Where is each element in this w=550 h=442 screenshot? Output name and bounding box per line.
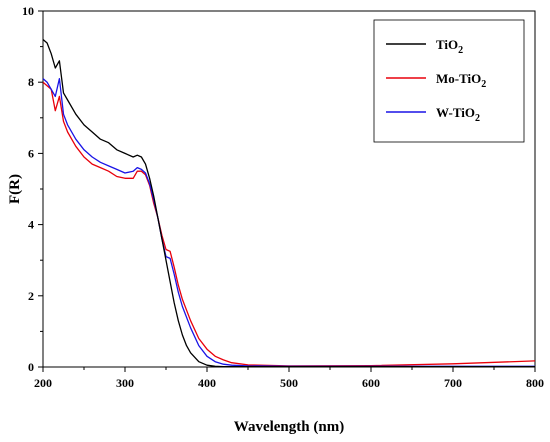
legend-label-subscript: 2 bbox=[458, 45, 463, 56]
x-tick-label: 700 bbox=[444, 376, 462, 390]
legend-label-text: W-TiO bbox=[436, 105, 475, 120]
y-tick-label: 4 bbox=[28, 218, 34, 232]
series-line-1 bbox=[42, 39, 535, 368]
legend-label-subscript: 2 bbox=[481, 79, 486, 90]
x-tick-label: 500 bbox=[280, 376, 298, 390]
series-group bbox=[42, 39, 536, 368]
y-tick-label: 2 bbox=[28, 289, 34, 303]
x-tick-label: 400 bbox=[198, 376, 216, 390]
series-line-3 bbox=[42, 77, 535, 367]
x-axis-title: Wavelength (nm) bbox=[234, 419, 344, 435]
y-tick-label: 10 bbox=[22, 4, 34, 18]
legend-label: TiO2 bbox=[436, 37, 463, 56]
legend-label-text: Mo-TiO bbox=[436, 71, 481, 86]
legend-label-subscript: 2 bbox=[475, 113, 480, 124]
y-tick-label: 6 bbox=[28, 146, 34, 160]
y-tick-label: 8 bbox=[28, 75, 34, 89]
x-tick-label: 200 bbox=[34, 376, 52, 390]
y-tick-label: 0 bbox=[28, 360, 34, 374]
x-tick-label: 300 bbox=[116, 376, 134, 390]
legend-box bbox=[373, 19, 525, 143]
legend-label-text: TiO bbox=[436, 37, 458, 52]
legend-label: W-TiO2 bbox=[436, 105, 480, 124]
x-tick-label: 800 bbox=[526, 376, 544, 390]
y-axis-title: F(R) bbox=[7, 174, 23, 204]
axis-ticks: 200 300 400 500 600 700 800 0 2 4 6 8 10 bbox=[22, 4, 544, 390]
x-tick-label: 600 bbox=[362, 376, 380, 390]
legend-label: Mo-TiO2 bbox=[436, 71, 486, 90]
